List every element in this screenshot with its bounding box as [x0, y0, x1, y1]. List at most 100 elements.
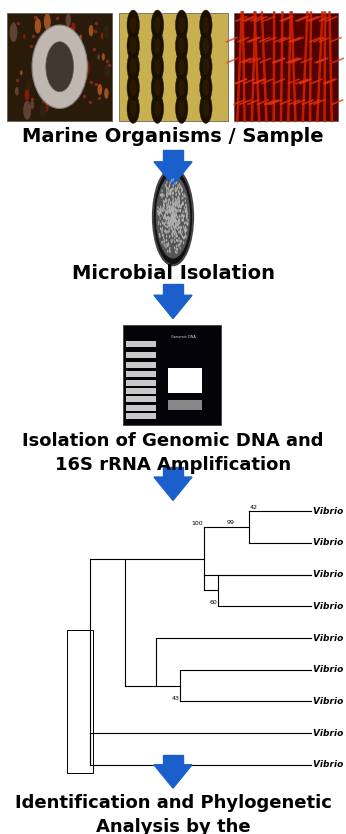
Circle shape: [173, 218, 174, 221]
Circle shape: [172, 228, 173, 231]
Circle shape: [170, 209, 172, 212]
Circle shape: [178, 79, 185, 96]
Circle shape: [161, 212, 162, 215]
Circle shape: [165, 209, 166, 212]
Circle shape: [200, 31, 212, 61]
Circle shape: [173, 209, 174, 212]
Circle shape: [177, 206, 179, 208]
Circle shape: [172, 220, 173, 223]
Circle shape: [176, 215, 178, 219]
Circle shape: [168, 201, 169, 204]
Bar: [168, 400, 202, 410]
Circle shape: [182, 193, 183, 196]
Circle shape: [172, 215, 174, 219]
Circle shape: [176, 188, 177, 191]
Circle shape: [169, 198, 170, 201]
Circle shape: [166, 189, 167, 192]
Circle shape: [174, 219, 175, 223]
Circle shape: [183, 218, 184, 221]
Circle shape: [159, 208, 160, 211]
Circle shape: [186, 212, 188, 215]
Circle shape: [175, 73, 188, 103]
Circle shape: [172, 219, 173, 223]
Circle shape: [167, 193, 169, 196]
Circle shape: [173, 220, 174, 224]
Circle shape: [127, 52, 139, 82]
Circle shape: [178, 220, 179, 223]
Bar: [168, 369, 202, 394]
Circle shape: [161, 193, 162, 197]
Circle shape: [171, 218, 173, 221]
Circle shape: [183, 194, 185, 198]
Circle shape: [71, 23, 75, 33]
Circle shape: [168, 216, 169, 219]
Circle shape: [98, 84, 102, 95]
Circle shape: [171, 216, 172, 219]
Circle shape: [103, 25, 109, 38]
Circle shape: [186, 217, 188, 220]
Circle shape: [171, 179, 172, 182]
Circle shape: [169, 189, 170, 193]
Circle shape: [167, 222, 169, 225]
Circle shape: [180, 242, 181, 245]
Circle shape: [178, 190, 179, 193]
Circle shape: [181, 187, 182, 190]
Circle shape: [174, 214, 175, 217]
Circle shape: [183, 236, 184, 239]
Circle shape: [167, 218, 169, 220]
Circle shape: [172, 216, 174, 219]
Circle shape: [169, 222, 170, 224]
Circle shape: [172, 215, 173, 219]
Circle shape: [175, 193, 177, 196]
Circle shape: [166, 203, 167, 207]
Circle shape: [180, 247, 181, 249]
Circle shape: [166, 181, 167, 184]
Circle shape: [174, 240, 175, 244]
Circle shape: [177, 204, 179, 207]
Circle shape: [172, 214, 173, 218]
Ellipse shape: [46, 42, 73, 92]
Circle shape: [151, 10, 164, 40]
Circle shape: [170, 190, 172, 193]
Text: Isolation of Genomic DNA and
16S rRNA Amplification: Isolation of Genomic DNA and 16S rRNA Am…: [22, 432, 324, 474]
Circle shape: [173, 216, 174, 219]
Circle shape: [179, 225, 181, 229]
Circle shape: [185, 229, 186, 233]
Circle shape: [184, 228, 185, 230]
Bar: [126, 379, 156, 385]
Circle shape: [170, 193, 171, 195]
Circle shape: [20, 70, 22, 76]
Circle shape: [159, 233, 160, 236]
Circle shape: [181, 203, 182, 206]
Circle shape: [173, 188, 174, 190]
Circle shape: [171, 219, 172, 221]
Circle shape: [166, 243, 167, 246]
Circle shape: [177, 200, 178, 203]
Circle shape: [181, 214, 183, 217]
Circle shape: [178, 200, 179, 203]
Circle shape: [166, 193, 167, 196]
Text: Vibrio azureus JQ307142: Vibrio azureus JQ307142: [313, 602, 346, 610]
Circle shape: [33, 72, 37, 80]
Circle shape: [172, 239, 173, 242]
Circle shape: [175, 225, 176, 229]
Text: Vibrio azureus AB682211: Vibrio azureus AB682211: [313, 634, 346, 642]
Circle shape: [172, 218, 173, 221]
Circle shape: [175, 222, 176, 225]
Circle shape: [179, 203, 180, 207]
Circle shape: [43, 98, 49, 113]
Circle shape: [82, 68, 88, 81]
Circle shape: [165, 229, 166, 233]
Circle shape: [176, 208, 177, 212]
Circle shape: [180, 184, 181, 188]
Circle shape: [170, 219, 171, 222]
Circle shape: [167, 212, 168, 215]
Circle shape: [172, 223, 174, 226]
Circle shape: [169, 209, 170, 212]
Circle shape: [175, 189, 176, 193]
Circle shape: [160, 217, 161, 220]
Circle shape: [170, 181, 171, 184]
Circle shape: [171, 224, 172, 228]
Text: Vibrio azureus JQ307144: Vibrio azureus JQ307144: [313, 539, 346, 547]
Circle shape: [173, 214, 174, 217]
